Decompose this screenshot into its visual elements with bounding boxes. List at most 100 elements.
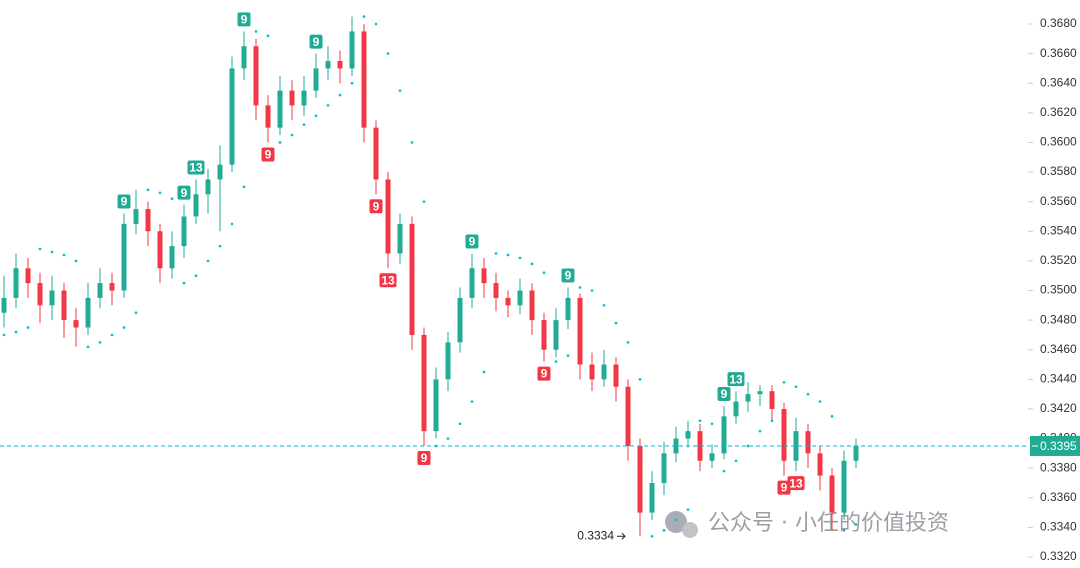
- sar-dot: [326, 104, 330, 107]
- candle-body: [721, 416, 727, 454]
- y-tick-label: 0.3360: [1040, 490, 1077, 504]
- sar-dot: [62, 253, 66, 257]
- candle-body: [601, 364, 607, 380]
- sar-dot: [86, 345, 90, 349]
- sar-dot: [806, 392, 810, 396]
- candle-body: [217, 164, 223, 180]
- sar-dot: [254, 30, 258, 33]
- sar-dot: [218, 244, 222, 248]
- sar-dot: [338, 93, 342, 97]
- td-label: 13: [189, 161, 203, 175]
- sar-dot: [14, 330, 18, 334]
- sar-dot: [710, 422, 714, 426]
- td-label-box: [537, 366, 551, 381]
- candle-body: [205, 179, 211, 195]
- candle-body: [529, 290, 535, 321]
- sar-dot: [638, 378, 642, 381]
- td-label: 13: [729, 372, 743, 386]
- candle-body: [445, 342, 451, 380]
- td-label-box: [187, 160, 205, 175]
- last-price-box: [1030, 435, 1080, 456]
- candle-body: [133, 209, 139, 224]
- td-label: 13: [381, 273, 395, 287]
- y-tick-label: 0.3420: [1040, 401, 1077, 415]
- y-tick-label: 0.3460: [1040, 342, 1077, 356]
- candle-body: [637, 445, 643, 513]
- sar-dot: [830, 415, 834, 418]
- td-label-box: [117, 194, 131, 209]
- td-label-box: [787, 476, 805, 491]
- sar-dot: [494, 252, 498, 255]
- sar-dot: [458, 422, 462, 426]
- candle-body: [661, 453, 667, 483]
- sar-dot: [686, 508, 690, 511]
- candle-body: [469, 268, 475, 298]
- candle-body: [301, 90, 307, 106]
- candle-body: [85, 297, 91, 328]
- td-label-box: [369, 199, 383, 214]
- sar-dot: [422, 200, 426, 203]
- y-tick-label: 0.3560: [1040, 194, 1077, 208]
- watermark-icon: [665, 511, 687, 533]
- candle-body: [397, 223, 403, 254]
- td-label: 9: [421, 451, 428, 465]
- watermark-text: 公众号 · 小任的价值投资: [708, 511, 949, 536]
- candle-body: [313, 68, 319, 91]
- candle-body: [493, 283, 499, 298]
- sar-dot: [662, 529, 666, 532]
- sar-dot: [842, 529, 846, 532]
- sar-dot: [410, 141, 414, 144]
- td-label: 9: [121, 195, 128, 209]
- sar-dot: [302, 123, 306, 126]
- td-label: 13: [789, 476, 803, 490]
- min-price-arrow: [617, 532, 626, 540]
- td-label: 9: [781, 481, 788, 495]
- y-tick-label: 0.3340: [1040, 520, 1077, 534]
- td-label: 9: [181, 186, 188, 200]
- sar-dot: [158, 191, 162, 195]
- sar-dot: [146, 188, 150, 192]
- sar-dot: [398, 89, 402, 92]
- sar-dot: [290, 133, 294, 137]
- sar-dot: [26, 326, 30, 329]
- candle-body: [193, 194, 199, 217]
- candle-body: [505, 297, 511, 306]
- candle-body: [709, 453, 715, 461]
- sar-dot: [818, 400, 822, 403]
- candle-body: [625, 386, 631, 446]
- sar-dot: [386, 52, 390, 55]
- td-label-box: [561, 268, 575, 283]
- sar-dot: [746, 444, 750, 448]
- sar-dot: [626, 341, 630, 344]
- candle-body: [589, 364, 595, 380]
- y-tick-label: 0.3580: [1040, 164, 1077, 178]
- sar-dot: [482, 370, 486, 374]
- candle-body: [1, 297, 7, 313]
- sar-dot: [554, 360, 558, 363]
- candle-body: [781, 408, 787, 461]
- candle-body: [325, 61, 331, 69]
- candle-body: [565, 297, 571, 321]
- sar-dot: [170, 197, 174, 201]
- candle-body: [733, 401, 739, 417]
- candle-body: [421, 334, 427, 432]
- y-tick-label: 0.3640: [1040, 75, 1077, 89]
- sar-dot: [530, 262, 534, 266]
- candle-body: [157, 231, 163, 269]
- candle-body: [241, 46, 247, 69]
- candle-body: [481, 268, 487, 284]
- td-label-box: [177, 185, 191, 200]
- candle-body: [541, 320, 547, 350]
- sar-dot: [2, 333, 6, 337]
- y-tick-label: 0.3620: [1040, 105, 1077, 119]
- candle-body: [37, 283, 43, 306]
- sar-dot: [134, 311, 138, 315]
- sar-dot: [350, 81, 354, 85]
- y-tick-label: 0.3540: [1040, 223, 1077, 237]
- sar-dot: [182, 281, 186, 285]
- sar-dot: [590, 289, 594, 292]
- candle-body: [685, 431, 691, 439]
- sar-dot: [614, 321, 618, 325]
- y-tick-label: 0.3480: [1040, 312, 1077, 326]
